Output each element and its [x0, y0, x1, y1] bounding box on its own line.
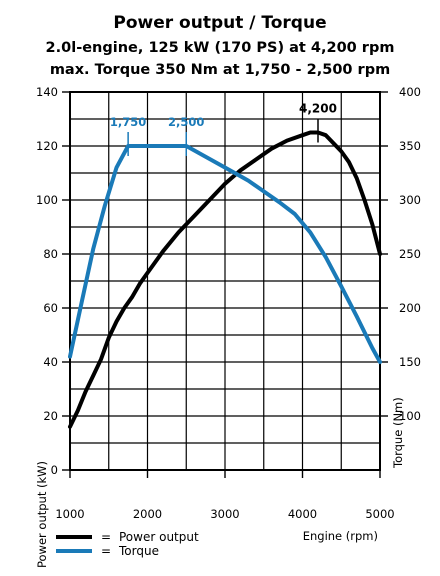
y-right-tick-label: 400 [399, 85, 421, 99]
series-line-torque [68, 144, 382, 364]
y-right-tick-label: 200 [399, 301, 421, 315]
y-left-tick-label: 100 [36, 193, 58, 207]
y-right-tick-label: 100 [399, 409, 421, 423]
y-left-tick-label: 60 [43, 301, 58, 315]
legend-label: Torque [118, 544, 159, 558]
y-left-tick-label: 140 [36, 85, 58, 99]
y-right-tick-label: 150 [399, 355, 421, 369]
y-left-axis-title: Power output (kW) [35, 461, 49, 568]
annotation-label: 2,500 [168, 115, 204, 129]
legend-label: Power output [119, 530, 199, 544]
x-tick-label: 5000 [365, 507, 394, 521]
y-left-tick-label: 20 [43, 409, 58, 423]
y-left-tick-label: 120 [36, 139, 58, 153]
x-tick-label: 2000 [133, 507, 162, 521]
x-tick-label: 1000 [55, 507, 84, 521]
y-left-tick-label: 0 [51, 463, 58, 477]
legend-equals: = [101, 544, 111, 558]
series-line-power-output [68, 130, 382, 429]
chart-subtitle-line-1: 2.0l-engine, 125 kW (170 PS) at 4,200 rp… [46, 40, 395, 56]
y-left-tick-label: 80 [43, 247, 58, 261]
x-axis-title: Engine (rpm) [303, 529, 378, 543]
x-tick-label: 3000 [210, 507, 239, 521]
x-tick-label: 4000 [288, 507, 317, 521]
annotation-label: 4,200 [299, 102, 337, 116]
y-right-axis-title: Torque (Nm) [391, 397, 405, 469]
y-right-tick-label: 350 [399, 139, 421, 153]
annotation-label: 1,750 [110, 115, 146, 129]
legend-equals: = [101, 530, 111, 544]
y-right-tick-label: 250 [399, 247, 421, 261]
y-left-tick-label: 40 [43, 355, 58, 369]
y-right-tick-label: 300 [399, 193, 421, 207]
chart-subtitle-line-2: max. Torque 350 Nm at 1,750 - 2,500 rpm [50, 62, 390, 78]
chart-title: Power output / Torque [113, 13, 326, 33]
